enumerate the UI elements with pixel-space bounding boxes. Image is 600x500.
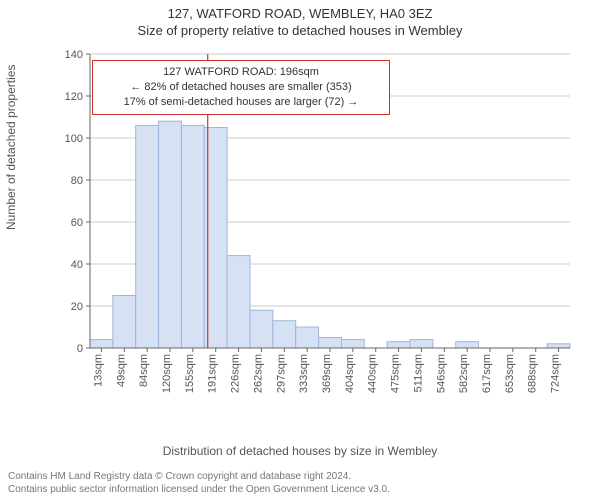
svg-text:0: 0 xyxy=(77,343,83,355)
svg-text:724sqm: 724sqm xyxy=(550,354,562,393)
svg-text:369sqm: 369sqm xyxy=(321,354,333,393)
annotation-line2: ← 82% of detached houses are smaller (35… xyxy=(101,80,381,95)
svg-text:13sqm: 13sqm xyxy=(92,354,104,387)
svg-text:511sqm: 511sqm xyxy=(412,354,424,392)
footer-line2: Contains public sector information licen… xyxy=(8,483,592,496)
svg-text:80: 80 xyxy=(71,175,83,187)
svg-text:191sqm: 191sqm xyxy=(207,354,219,393)
chart-subtitle: Size of property relative to detached ho… xyxy=(0,21,600,38)
svg-text:100: 100 xyxy=(65,133,83,145)
svg-text:262sqm: 262sqm xyxy=(252,354,264,393)
chart-container: 127, WATFORD ROAD, WEMBLEY, HA0 3EZ Size… xyxy=(0,0,600,500)
annotation-box: 127 WATFORD ROAD: 196sqm ← 82% of detach… xyxy=(92,60,390,115)
svg-text:60: 60 xyxy=(71,217,83,229)
footer-line1: Contains HM Land Registry data © Crown c… xyxy=(8,470,592,483)
svg-text:582sqm: 582sqm xyxy=(458,354,470,393)
y-axis-label: Number of detached properties xyxy=(4,65,18,230)
svg-text:40: 40 xyxy=(71,259,83,271)
svg-text:688sqm: 688sqm xyxy=(527,354,539,393)
svg-text:226sqm: 226sqm xyxy=(230,354,242,393)
svg-text:440sqm: 440sqm xyxy=(367,354,379,393)
svg-text:404sqm: 404sqm xyxy=(344,354,356,393)
svg-text:617sqm: 617sqm xyxy=(481,354,493,393)
svg-text:333sqm: 333sqm xyxy=(298,354,310,393)
x-axis-label: Distribution of detached houses by size … xyxy=(0,444,600,458)
svg-text:120: 120 xyxy=(65,91,83,103)
svg-text:120sqm: 120sqm xyxy=(161,354,173,393)
address-title: 127, WATFORD ROAD, WEMBLEY, HA0 3EZ xyxy=(0,0,600,21)
svg-text:20: 20 xyxy=(71,301,83,313)
annotation-line3: 17% of semi-detached houses are larger (… xyxy=(101,95,381,110)
svg-text:155sqm: 155sqm xyxy=(184,354,196,393)
svg-text:140: 140 xyxy=(65,49,83,61)
svg-text:84sqm: 84sqm xyxy=(138,354,150,387)
svg-text:546sqm: 546sqm xyxy=(435,354,447,393)
svg-text:475sqm: 475sqm xyxy=(390,354,402,393)
svg-text:653sqm: 653sqm xyxy=(504,354,516,393)
svg-text:297sqm: 297sqm xyxy=(275,354,287,393)
annotation-line1: 127 WATFORD ROAD: 196sqm xyxy=(101,65,381,80)
footer-text: Contains HM Land Registry data © Crown c… xyxy=(8,470,592,496)
svg-text:49sqm: 49sqm xyxy=(115,354,127,387)
